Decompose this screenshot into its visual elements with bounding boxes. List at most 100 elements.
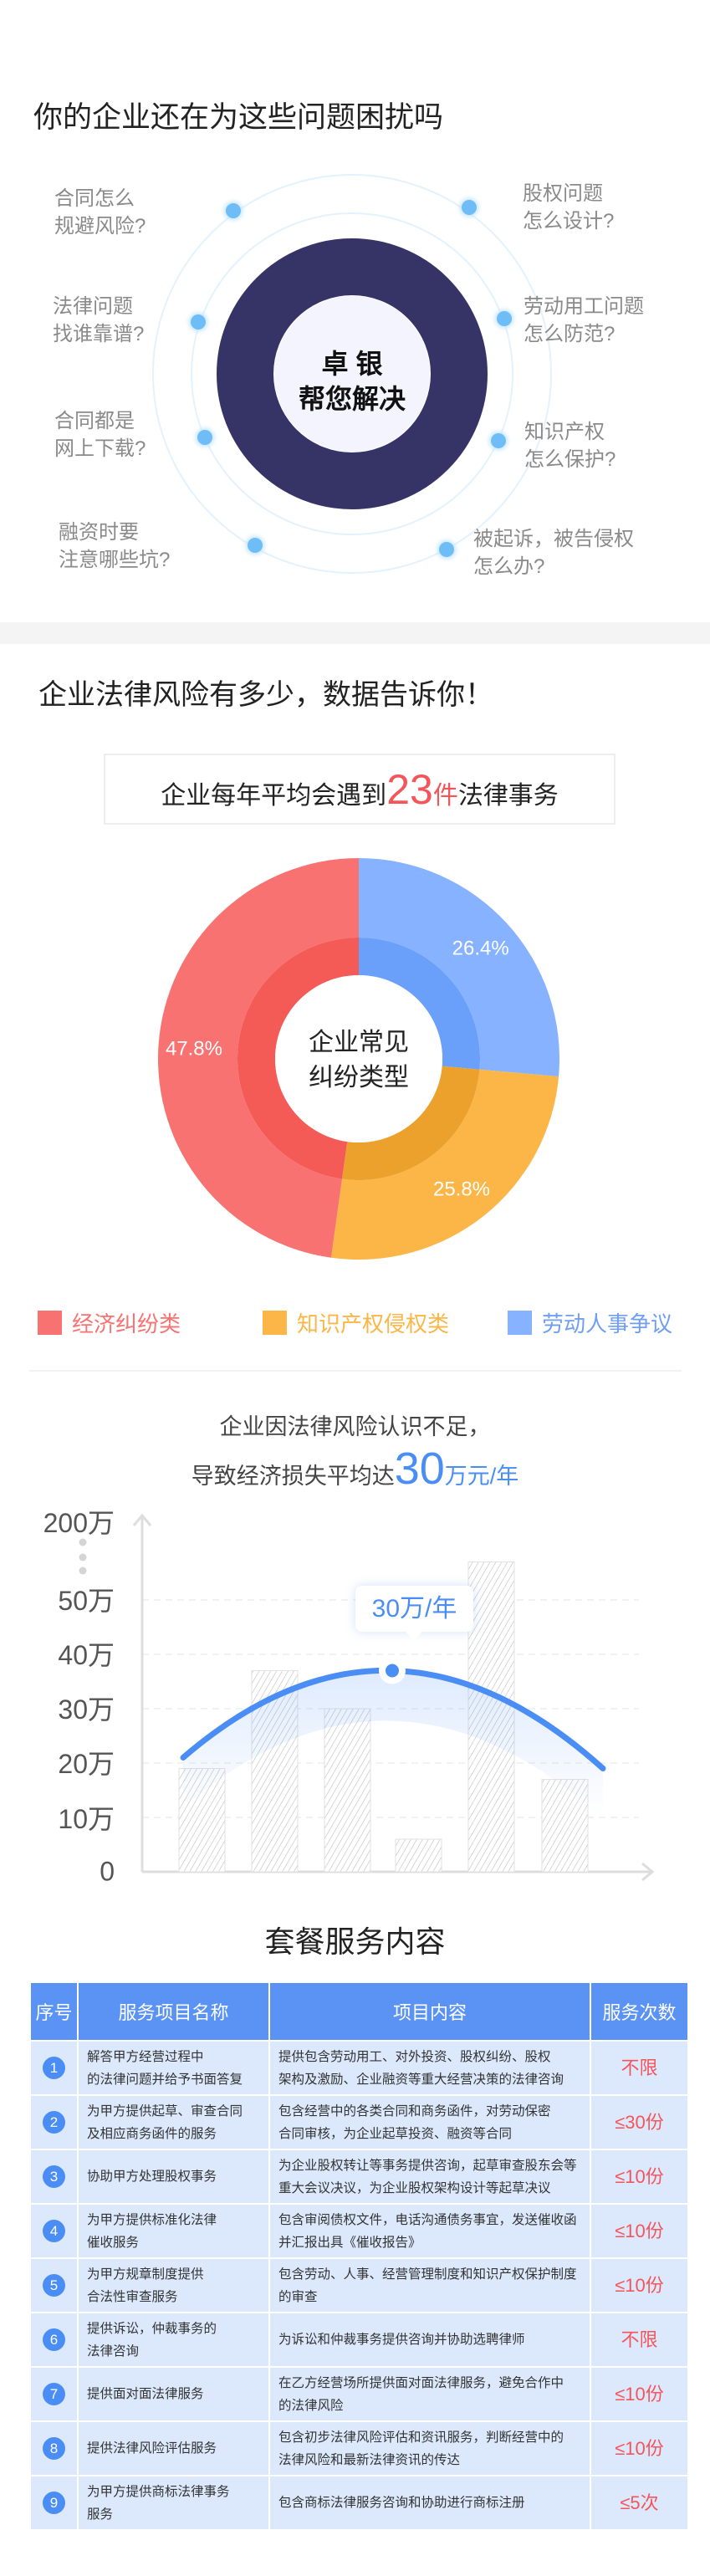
question-contract-risk: 合同怎么 规避风险? <box>54 187 146 238</box>
donut-slice-label: 25.8% <box>433 1178 490 1201</box>
legend-labor: 劳动人事争议 <box>508 1310 673 1337</box>
header-no: 序号 <box>29 1983 79 2042</box>
stat-unit: 件 <box>432 782 458 810</box>
question-dot <box>462 200 477 215</box>
loss-unit: 万元/年 <box>444 1464 519 1489</box>
y-tick-label: 20万 <box>58 1749 115 1779</box>
row-number-badge: 3 <box>43 2165 65 2188</box>
service-count: ≤5次 <box>590 2475 689 2531</box>
question-dot <box>197 430 212 445</box>
question-dot <box>226 203 241 218</box>
table-row: 2 为甲方提供起草、审查合同 及相应商务函件的服务 包含经营中的各类合同和商务函… <box>29 2094 689 2150</box>
legend-economic: 经济纠纷类 <box>38 1310 181 1337</box>
service-name: 协助甲方处理股权事务 <box>77 2149 270 2205</box>
loss-line-2: 导致经济损失平均达30万元/年 <box>0 1443 710 1495</box>
stat-box: 企业每年平均会遇到23件法律事务 <box>104 754 616 825</box>
question-lawsuit: 被起诉，被告侵权 怎么办? <box>473 528 634 578</box>
y-tick-label: 0 <box>100 1856 115 1887</box>
row-number-badge: 2 <box>43 2110 65 2134</box>
question-labor: 劳动用工问题 怎么防范? <box>524 295 644 345</box>
section-separator <box>0 622 710 644</box>
row-number-cell: 2 <box>29 2094 79 2150</box>
service-count: 不限 <box>590 2312 689 2368</box>
donut-slice-outer <box>359 858 559 1077</box>
stat-prefix: 企业每年平均会遇到 <box>161 782 387 810</box>
row-number-cell: 9 <box>29 2475 79 2531</box>
y-tick-label: 30万 <box>58 1694 115 1725</box>
table-row: 6 提供诉讼，仲裁事务的 法律咨询 为诉讼和仲裁事务提供咨询并协助选聘律师 不限 <box>29 2312 689 2368</box>
header-count: 服务次数 <box>590 1983 689 2042</box>
row-number-badge: 4 <box>43 2219 65 2242</box>
question-dot <box>497 311 512 326</box>
outer-ring <box>152 174 552 574</box>
service-content: 包含初步法律风险评估和资讯服务，判断经营中的 法律风险和最新法律资讯的传达 <box>268 2420 591 2476</box>
row-number-cell: 6 <box>29 2312 79 2368</box>
y-tick-label: 50万 <box>58 1586 115 1616</box>
axis-break-dot <box>79 1567 87 1575</box>
question-dot <box>491 433 506 448</box>
service-content: 提供包含劳动用工、对外投资、股权纠纷、股权 架构及激励、企业融资等重大经营决策的… <box>268 2040 591 2096</box>
services-title: 套餐服务内容 <box>264 1924 446 1959</box>
loss-prefix: 导致经济损失平均达 <box>191 1464 395 1489</box>
stat-suffix: 法律事务 <box>457 782 559 810</box>
y-tick-label: 40万 <box>58 1640 115 1670</box>
service-content: 为企业股权转让等事务提供咨询，起草审查股东会等 重大会议决议，为企业股权架构设计… <box>268 2149 591 2205</box>
donut-center-label: 企业常见 纠纷类型 <box>309 1029 409 1091</box>
legend-ip: 知识产权侵权类 <box>263 1310 449 1337</box>
row-number-badge: 9 <box>43 2491 65 2514</box>
service-content: 为诉讼和仲裁事务提供咨询并协助选聘律师 <box>268 2312 591 2368</box>
center-slogan: 帮您解决 <box>298 384 406 414</box>
service-count: ≤10份 <box>590 2420 689 2476</box>
center-disc <box>274 296 430 452</box>
row-number-badge: 5 <box>43 2273 65 2297</box>
y-tick-label: 200万 <box>43 1508 115 1538</box>
axis-break-dot <box>79 1553 87 1561</box>
question-contract-download: 合同都是 网上下载? <box>54 410 146 460</box>
service-name: 为甲方提供标准化法律 催收服务 <box>77 2203 270 2259</box>
service-content: 包含商标法律服务咨询和协助进行商标注册 <box>268 2475 591 2531</box>
dispute-type-donut-chart: 26.4% 25.8% 47.8% <box>157 858 559 1260</box>
stat-number: 23 <box>386 766 433 813</box>
service-name: 为甲方规章制度提供 合法性审查服务 <box>77 2257 270 2313</box>
trend-peak-dot <box>386 1664 399 1678</box>
y-tick-label: 10万 <box>58 1804 115 1834</box>
legend-label: 劳动人事争议 <box>542 1311 673 1337</box>
service-name: 提供法律风险评估服务 <box>77 2420 270 2476</box>
service-content: 包含经营中的各类合同和商务函件，对劳动保密 合同审核，为企业起草投资、融资等合同 <box>268 2094 591 2150</box>
legend-swatch <box>508 1310 532 1335</box>
y-axis-arrow <box>132 1513 152 1526</box>
axis-break-dot <box>79 1538 87 1546</box>
table-row: 4 为甲方提供标准化法律 催收服务 包含审阅债权文件，电话沟通债务事宜，发送催收… <box>29 2203 689 2259</box>
question-dot <box>439 542 454 557</box>
table-header-row: 序号 服务项目名称 项目内容 服务次数 <box>29 1983 689 2042</box>
row-number-badge: 6 <box>43 2328 65 2351</box>
center-brand: 卓 银 <box>321 349 383 379</box>
service-name: 提供面对面法律服务 <box>77 2366 270 2422</box>
donut-slice-inner <box>237 938 359 1179</box>
table-row: 5 为甲方规章制度提供 合法性审查服务 包含劳动、人事、经营管理制度和知识产权保… <box>29 2257 689 2313</box>
trend-glow <box>183 1670 603 1819</box>
service-count: ≤10份 <box>590 2366 689 2422</box>
question-lawyer: 法律问题 找谁靠谱? <box>53 295 145 345</box>
question-equity: 股权问题 怎么设计? <box>523 182 615 233</box>
loss-line-1: 企业因法律风险认识不足， <box>219 1414 491 1439</box>
header-name: 服务项目名称 <box>77 1983 270 2042</box>
question-ip: 知识产权 怎么保护? <box>524 421 616 471</box>
legend-label: 经济纠纷类 <box>72 1311 181 1337</box>
row-number-cell: 1 <box>29 2040 79 2096</box>
legend-swatch <box>38 1310 62 1335</box>
service-count: ≤10份 <box>590 2149 689 2205</box>
average-tooltip: 30万/年 <box>355 1586 473 1640</box>
service-content: 包含审阅债权文件，电话沟通债务事宜，发送催收函 并汇报出具《催收报告》 <box>268 2203 591 2259</box>
donut-slice-outer <box>330 1069 559 1260</box>
loss-bar <box>395 1838 442 1873</box>
service-content: 包含劳动、人事、经营管理制度和知识产权保护制度 的审查 <box>268 2257 591 2313</box>
section-title-risk: 企业法律风险有多少，数据告诉你！ <box>38 679 493 711</box>
table-row: 3 协助甲方处理股权事务 为企业股权转让等事务提供咨询，起草审查股东会等 重大会… <box>29 2149 689 2205</box>
service-name: 为甲方提供起草、审查合同 及相应商务函件的服务 <box>77 2094 270 2150</box>
divider <box>29 1370 682 1372</box>
loss-bar-chart <box>79 1513 655 1882</box>
row-number-cell: 3 <box>29 2149 79 2205</box>
header-content: 项目内容 <box>268 1983 591 2042</box>
table-row: 8 提供法律风险评估服务 包含初步法律风险评估和资讯服务，判断经营中的 法律风险… <box>29 2420 689 2476</box>
